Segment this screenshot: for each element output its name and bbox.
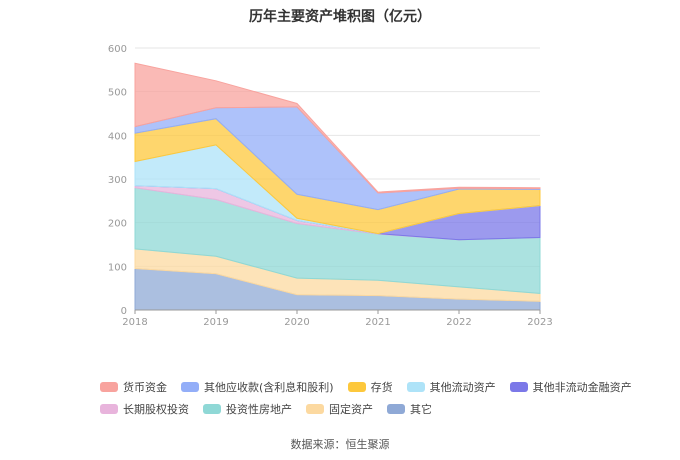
legend-swatch xyxy=(203,404,221,414)
legend-label: 其他流动资产 xyxy=(429,381,496,394)
x-tick-label: 2022 xyxy=(446,317,471,328)
area-series xyxy=(134,62,541,311)
y-tick-label: 400 xyxy=(108,131,127,142)
legend-label: 其他应收款(含利息和股利) xyxy=(204,381,334,394)
x-tick-label: 2023 xyxy=(527,317,552,328)
legend-label: 其他非流动金融资产 xyxy=(532,381,632,394)
x-tick-label: 2021 xyxy=(365,317,390,328)
stacked-area-chart: 0 100 200 300 400 500 600 2018 2019 2020 2021 2022 2… xyxy=(108,44,553,328)
y-tick-label: 500 xyxy=(108,88,127,99)
y-tick-label: 0 xyxy=(121,306,127,317)
x-tick-label: 2019 xyxy=(203,317,228,328)
legend-swatch xyxy=(509,382,528,392)
chart-title: 历年主要资产堆积图（亿元） xyxy=(249,9,431,25)
legend-item[interactable]: 固定资产 xyxy=(306,401,373,417)
legend-label: 投资性房地产 xyxy=(226,403,292,416)
legend-swatch xyxy=(406,382,425,392)
area-series-9 xyxy=(134,62,541,194)
x-tick-label: 2020 xyxy=(284,317,309,328)
x-tick-label: 2018 xyxy=(122,317,147,328)
legend-row: 长期股权投资 投资性房地产 固定资产 其它 xyxy=(100,398,620,420)
data-source-note: 数据来源：恒生聚源 xyxy=(290,438,390,451)
legend-label: 其它 xyxy=(410,403,432,416)
legend-item[interactable]: 投资性房地产 xyxy=(203,401,292,417)
legend-swatch xyxy=(100,404,118,414)
y-tick-label: 200 xyxy=(108,219,127,230)
legend-item[interactable]: 货币资金 xyxy=(100,379,167,395)
y-tick-label: 300 xyxy=(108,175,127,186)
legend-swatch xyxy=(100,382,118,392)
legend-label: 货币资金 xyxy=(123,381,167,394)
legend-swatch xyxy=(347,382,366,392)
legend-item[interactable]: 其他应收款(含利息和股利) xyxy=(181,379,334,395)
legend-row: 货币资金 其他应收款(含利息和股利) 存货 其他流动资产 其他非流动金融资产 xyxy=(100,376,632,398)
legend-item[interactable]: 存货 xyxy=(347,379,393,395)
legend-item[interactable]: 其他非流动金融资产 xyxy=(509,379,632,395)
legend-item[interactable]: 其他流动资产 xyxy=(406,379,496,395)
y-tick-label: 100 xyxy=(108,262,127,273)
legend-item[interactable]: 长期股权投资 xyxy=(100,401,189,417)
legend-swatch xyxy=(306,404,324,414)
legend-swatch xyxy=(387,404,405,414)
legend: 货币资金 其他应收款(含利息和股利) 存货 其他流动资产 其他非流动金融资产 长期股权投… xyxy=(100,376,632,420)
legend-label: 固定资产 xyxy=(329,403,373,416)
axes: 0 100 200 300 400 500 600 2018 2019 2020 2021 2022 2… xyxy=(108,44,553,328)
legend-label: 长期股权投资 xyxy=(123,403,189,416)
y-tick-label: 600 xyxy=(108,44,127,55)
legend-swatch xyxy=(181,382,199,392)
legend-item[interactable]: 其它 xyxy=(387,401,432,417)
legend-label: 存货 xyxy=(370,381,393,394)
